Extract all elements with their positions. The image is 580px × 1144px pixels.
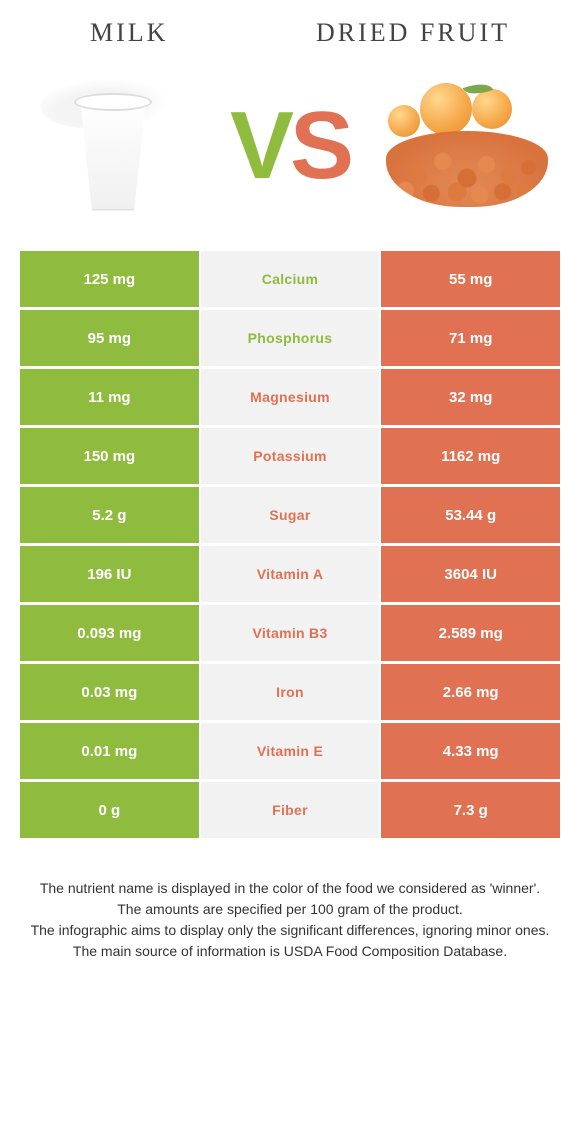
table-row: 11 mgMagnesium32 mg	[20, 369, 560, 425]
nutrient-label: Fiber	[201, 782, 380, 838]
left-value: 125 mg	[20, 251, 199, 307]
vs-label: VS	[230, 91, 350, 201]
table-row: 0.03 mgIron2.66 mg	[20, 664, 560, 720]
footer-notes: The nutrient name is displayed in the co…	[20, 878, 560, 962]
right-value: 3604 IU	[381, 546, 560, 602]
table-row: 5.2 gSugar53.44 g	[20, 487, 560, 543]
nutrient-table: 125 mgCalcium55 mg95 mgPhosphorus71 mg11…	[20, 251, 560, 838]
left-value: 5.2 g	[20, 487, 199, 543]
nutrient-label: Calcium	[201, 251, 380, 307]
right-value: 4.33 mg	[381, 723, 560, 779]
left-value: 196 IU	[20, 546, 199, 602]
vs-v: V	[230, 92, 290, 199]
right-value: 2.589 mg	[381, 605, 560, 661]
table-row: 0.01 mgVitamin E4.33 mg	[20, 723, 560, 779]
right-value: 32 mg	[381, 369, 560, 425]
left-value: 150 mg	[20, 428, 199, 484]
right-value: 2.66 mg	[381, 664, 560, 720]
dried-fruit-image	[382, 68, 552, 223]
table-row: 0.093 mgVitamin B32.589 mg	[20, 605, 560, 661]
nutrient-label: Sugar	[201, 487, 380, 543]
table-row: 196 IUVitamin A3604 IU	[20, 546, 560, 602]
right-value: 1162 mg	[381, 428, 560, 484]
right-value: 55 mg	[381, 251, 560, 307]
footer-line: The infographic aims to display only the…	[30, 920, 550, 941]
titles-row: Milk Dried fruit	[20, 18, 560, 48]
table-row: 0 gFiber7.3 g	[20, 782, 560, 838]
footer-line: The nutrient name is displayed in the co…	[30, 878, 550, 899]
left-value: 0.093 mg	[20, 605, 199, 661]
table-row: 95 mgPhosphorus71 mg	[20, 310, 560, 366]
table-row: 125 mgCalcium55 mg	[20, 251, 560, 307]
nutrient-label: Potassium	[201, 428, 380, 484]
vs-s: S	[290, 92, 350, 199]
left-value: 11 mg	[20, 369, 199, 425]
nutrient-label: Iron	[201, 664, 380, 720]
right-value: 7.3 g	[381, 782, 560, 838]
nutrient-label: Magnesium	[201, 369, 380, 425]
nutrient-label: Vitamin E	[201, 723, 380, 779]
milk-image	[28, 68, 198, 223]
title-left: Milk	[90, 18, 168, 48]
right-value: 53.44 g	[381, 487, 560, 543]
nutrient-label: Vitamin B3	[201, 605, 380, 661]
footer-line: The main source of information is USDA F…	[30, 941, 550, 962]
nutrient-label: Vitamin A	[201, 546, 380, 602]
title-right: Dried fruit	[316, 18, 510, 48]
table-row: 150 mgPotassium1162 mg	[20, 428, 560, 484]
left-value: 0.01 mg	[20, 723, 199, 779]
hero-row: VS	[20, 68, 560, 223]
nutrient-label: Phosphorus	[201, 310, 380, 366]
left-value: 0 g	[20, 782, 199, 838]
left-value: 95 mg	[20, 310, 199, 366]
left-value: 0.03 mg	[20, 664, 199, 720]
right-value: 71 mg	[381, 310, 560, 366]
footer-line: The amounts are specified per 100 gram o…	[30, 899, 550, 920]
